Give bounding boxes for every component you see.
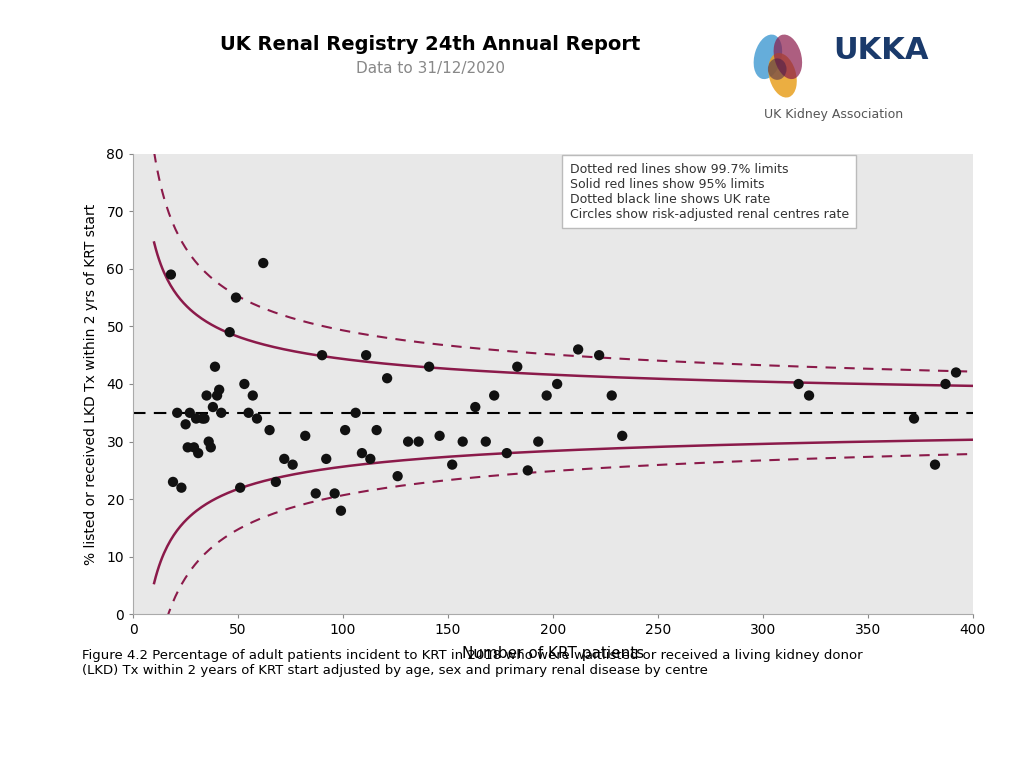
Text: UK Kidney Association: UK Kidney Association [764,108,903,121]
Point [530,435,547,448]
Ellipse shape [754,35,782,79]
Point [937,378,953,390]
Point [467,401,483,413]
Point [188,412,205,425]
Point [362,452,379,465]
Point [173,482,189,494]
Point [213,407,229,419]
Point [927,458,943,471]
Point [791,378,807,390]
Point [333,505,349,517]
Point [353,447,370,459]
Point [267,475,284,488]
Point [207,360,223,372]
Point [379,372,395,384]
Point [519,464,536,476]
Point [261,424,278,436]
Point [169,407,185,419]
Ellipse shape [773,35,802,79]
Point [163,268,179,280]
Point [431,429,447,442]
Point [237,378,253,390]
Point [195,412,211,425]
Point [509,360,525,372]
Point [199,389,215,402]
Ellipse shape [768,58,786,80]
Point [411,435,427,448]
Point [205,401,221,413]
Point [181,407,198,419]
Point [185,441,202,453]
Point [570,343,587,356]
Point [455,435,471,448]
Point [603,389,620,402]
Point [801,389,817,402]
Point [347,407,364,419]
Point [241,407,257,419]
Point [318,452,335,465]
Point [400,435,417,448]
Point [285,458,301,471]
Point [369,424,385,436]
Point [337,424,353,436]
Point [444,458,461,471]
Point [227,291,244,303]
Point [313,349,330,361]
Point [358,349,375,361]
Point [255,257,271,269]
Point [179,441,196,453]
Point [201,435,217,448]
Point [591,349,607,361]
Point [221,326,238,338]
X-axis label: Number of KRT patients: Number of KRT patients [462,646,644,660]
Point [948,366,965,379]
Point [165,475,181,488]
Point [232,482,249,494]
Point [177,418,194,430]
Point [190,447,207,459]
Point [211,383,227,396]
Point [307,487,324,499]
Point [906,412,923,425]
Text: Data to 31/12/2020: Data to 31/12/2020 [355,61,505,77]
Text: UKKA: UKKA [834,36,929,65]
Point [539,389,555,402]
Point [549,378,565,390]
Point [499,447,515,459]
Point [297,429,313,442]
Text: UK Renal Registry 24th Annual Report: UK Renal Registry 24th Annual Report [220,35,640,54]
Text: Figure 4.2 Percentage of adult patients incident to KRT in 2018 who were waitlis: Figure 4.2 Percentage of adult patients … [82,649,862,677]
Point [477,435,494,448]
Point [421,360,437,372]
Point [197,412,213,425]
Point [276,452,293,465]
Ellipse shape [768,53,797,98]
Point [245,389,261,402]
Point [209,389,225,402]
Point [614,429,631,442]
Point [486,389,503,402]
Text: Dotted red lines show 99.7% limits
Solid red lines show 95% limits
Dotted black : Dotted red lines show 99.7% limits Solid… [569,163,849,221]
Y-axis label: % listed or received LKD Tx within 2 yrs of KRT start: % listed or received LKD Tx within 2 yrs… [84,204,98,564]
Point [327,487,343,499]
Point [203,441,219,453]
Point [249,412,265,425]
Point [389,470,406,482]
